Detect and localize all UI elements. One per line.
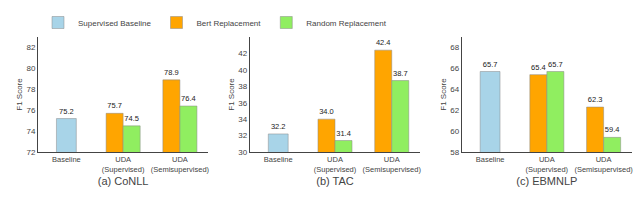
svg-text:68: 68 bbox=[450, 43, 459, 52]
svg-text:76: 76 bbox=[26, 106, 35, 115]
svg-text:59.4: 59.4 bbox=[605, 125, 620, 134]
svg-text:Supervised Baseline: Supervised Baseline bbox=[78, 19, 151, 28]
svg-text:38.7: 38.7 bbox=[393, 69, 408, 78]
svg-text:30: 30 bbox=[238, 148, 247, 157]
svg-text:74: 74 bbox=[26, 127, 35, 136]
svg-text:58: 58 bbox=[450, 148, 459, 157]
svg-text:72: 72 bbox=[26, 148, 35, 157]
svg-text:74.5: 74.5 bbox=[124, 114, 139, 123]
svg-text:65.7: 65.7 bbox=[483, 60, 498, 69]
svg-text:UDA(Supervised): UDA(Supervised) bbox=[314, 155, 357, 174]
svg-text:F1 Score: F1 Score bbox=[227, 78, 236, 111]
svg-text:65.7: 65.7 bbox=[548, 60, 563, 69]
svg-text:64: 64 bbox=[450, 85, 459, 94]
svg-text:(b) TAC: (b) TAC bbox=[316, 175, 354, 187]
svg-text:F1 Score: F1 Score bbox=[15, 78, 24, 111]
svg-text:76.4: 76.4 bbox=[181, 94, 196, 103]
svg-text:Baseline: Baseline bbox=[264, 155, 293, 164]
svg-text:Baseline: Baseline bbox=[476, 155, 505, 164]
svg-text:60: 60 bbox=[450, 127, 459, 136]
svg-text:F1 Score: F1 Score bbox=[439, 78, 448, 111]
svg-text:32: 32 bbox=[238, 131, 247, 140]
svg-text:62: 62 bbox=[450, 106, 459, 115]
svg-text:34.0: 34.0 bbox=[319, 107, 334, 116]
svg-text:42: 42 bbox=[238, 49, 247, 58]
svg-text:Bert Replacement: Bert Replacement bbox=[196, 19, 261, 28]
svg-text:UDA(Semisupervised): UDA(Semisupervised) bbox=[151, 155, 210, 174]
svg-text:UDA(Supervised): UDA(Supervised) bbox=[526, 155, 569, 174]
svg-text:62.3: 62.3 bbox=[588, 95, 603, 104]
svg-text:78: 78 bbox=[26, 85, 35, 94]
svg-text:Random Replacement: Random Replacement bbox=[306, 19, 386, 28]
svg-text:36: 36 bbox=[238, 99, 247, 108]
svg-text:40: 40 bbox=[238, 66, 247, 75]
svg-text:31.4: 31.4 bbox=[336, 129, 351, 138]
svg-text:(a) CoNLL: (a) CoNLL bbox=[98, 175, 149, 187]
svg-text:UDA(Supervised): UDA(Supervised) bbox=[102, 155, 145, 174]
svg-text:75.2: 75.2 bbox=[59, 107, 74, 116]
svg-text:UDA(Semisupervised): UDA(Semisupervised) bbox=[363, 155, 422, 174]
svg-text:78.9: 78.9 bbox=[164, 68, 179, 77]
svg-text:65.4: 65.4 bbox=[531, 63, 546, 72]
svg-text:66: 66 bbox=[450, 64, 459, 73]
svg-text:82: 82 bbox=[26, 43, 35, 52]
svg-text:Baseline: Baseline bbox=[52, 155, 81, 164]
svg-text:32.2: 32.2 bbox=[271, 122, 286, 131]
svg-text:80: 80 bbox=[26, 64, 35, 73]
svg-text:38: 38 bbox=[238, 82, 247, 91]
svg-text:75.7: 75.7 bbox=[107, 101, 122, 110]
svg-text:UDA(Semisupervised): UDA(Semisupervised) bbox=[574, 155, 633, 174]
svg-text:42.4: 42.4 bbox=[376, 38, 391, 47]
svg-text:(c) EBMNLP: (c) EBMNLP bbox=[516, 175, 577, 187]
svg-text:34: 34 bbox=[238, 115, 247, 124]
